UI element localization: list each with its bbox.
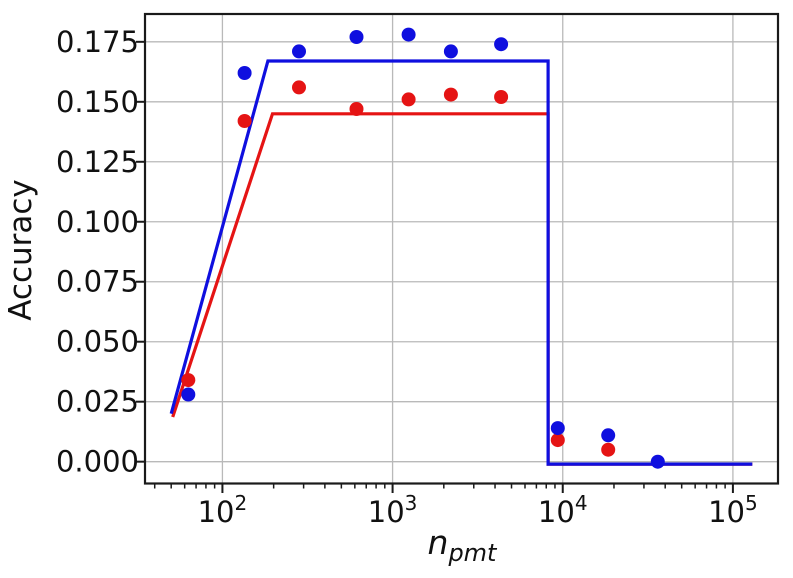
x-tick-label-exponent: 4 [575, 491, 588, 515]
blue-scatter-point [292, 44, 306, 59]
blue-scatter-point [650, 454, 665, 469]
series-layer [169, 27, 753, 469]
red-scatter-point [550, 433, 565, 448]
x-tick-label: 104 [538, 491, 588, 529]
plot-frame [143, 12, 780, 485]
x-tick-label-base: 10 [368, 495, 405, 529]
red-scatter-point [237, 114, 252, 128]
blue-scatter-point [601, 428, 616, 443]
red-scatter-point [181, 373, 196, 388]
x-tick-label: 105 [708, 491, 758, 529]
red-scatter-point [401, 92, 416, 107]
red-scatter-point [292, 80, 306, 95]
x-axis-label-base: n [428, 523, 449, 562]
blue-scatter-point [181, 387, 196, 402]
blue-step-line [169, 59, 753, 466]
x-axis-label: npmt [428, 523, 499, 567]
blue-scatter-point [401, 27, 416, 42]
axes-layer: 102 103 104 1050.0000.0250.0500.0750.1000.1… [56, 12, 780, 529]
y-tick-label: 0.075 [56, 265, 139, 299]
y-tick-label: 0.050 [56, 325, 139, 359]
x-tick-label: 102 [198, 491, 248, 529]
y-tick-label: 0.175 [56, 25, 139, 59]
blue-scatter-point [349, 30, 364, 44]
x-tick-label-exponent: 5 [745, 491, 758, 515]
x-tick-label-base: 10 [708, 495, 745, 529]
blue-scatter-point [550, 421, 565, 436]
x-axis-label-subscript: pmt [447, 539, 498, 567]
y-tick-label: 0.150 [56, 85, 139, 119]
x-tick-label-exponent: 2 [235, 491, 248, 515]
x-tick-label-exponent: 3 [405, 491, 418, 515]
y-axis-label: Accuracy [3, 179, 39, 321]
y-tick-label: 0.000 [56, 445, 139, 479]
red-scatter-point [443, 87, 458, 102]
blue-scatter-point [494, 37, 509, 52]
y-tick-label: 0.025 [56, 385, 139, 419]
grid-layer [145, 14, 778, 484]
y-tick-label: 0.100 [56, 205, 139, 239]
y-tick-label: 0.125 [56, 145, 139, 179]
red-step-line [171, 112, 753, 466]
red-scatter-point [601, 442, 616, 457]
x-tick-label-base: 10 [198, 495, 235, 529]
x-tick-label: 103 [368, 491, 418, 529]
x-tick-label-base: 10 [538, 495, 575, 529]
blue-scatter-point [237, 66, 252, 80]
red-scatter-point [349, 102, 364, 116]
blue-scatter-point [443, 44, 458, 59]
red-scatter-point [494, 90, 509, 104]
